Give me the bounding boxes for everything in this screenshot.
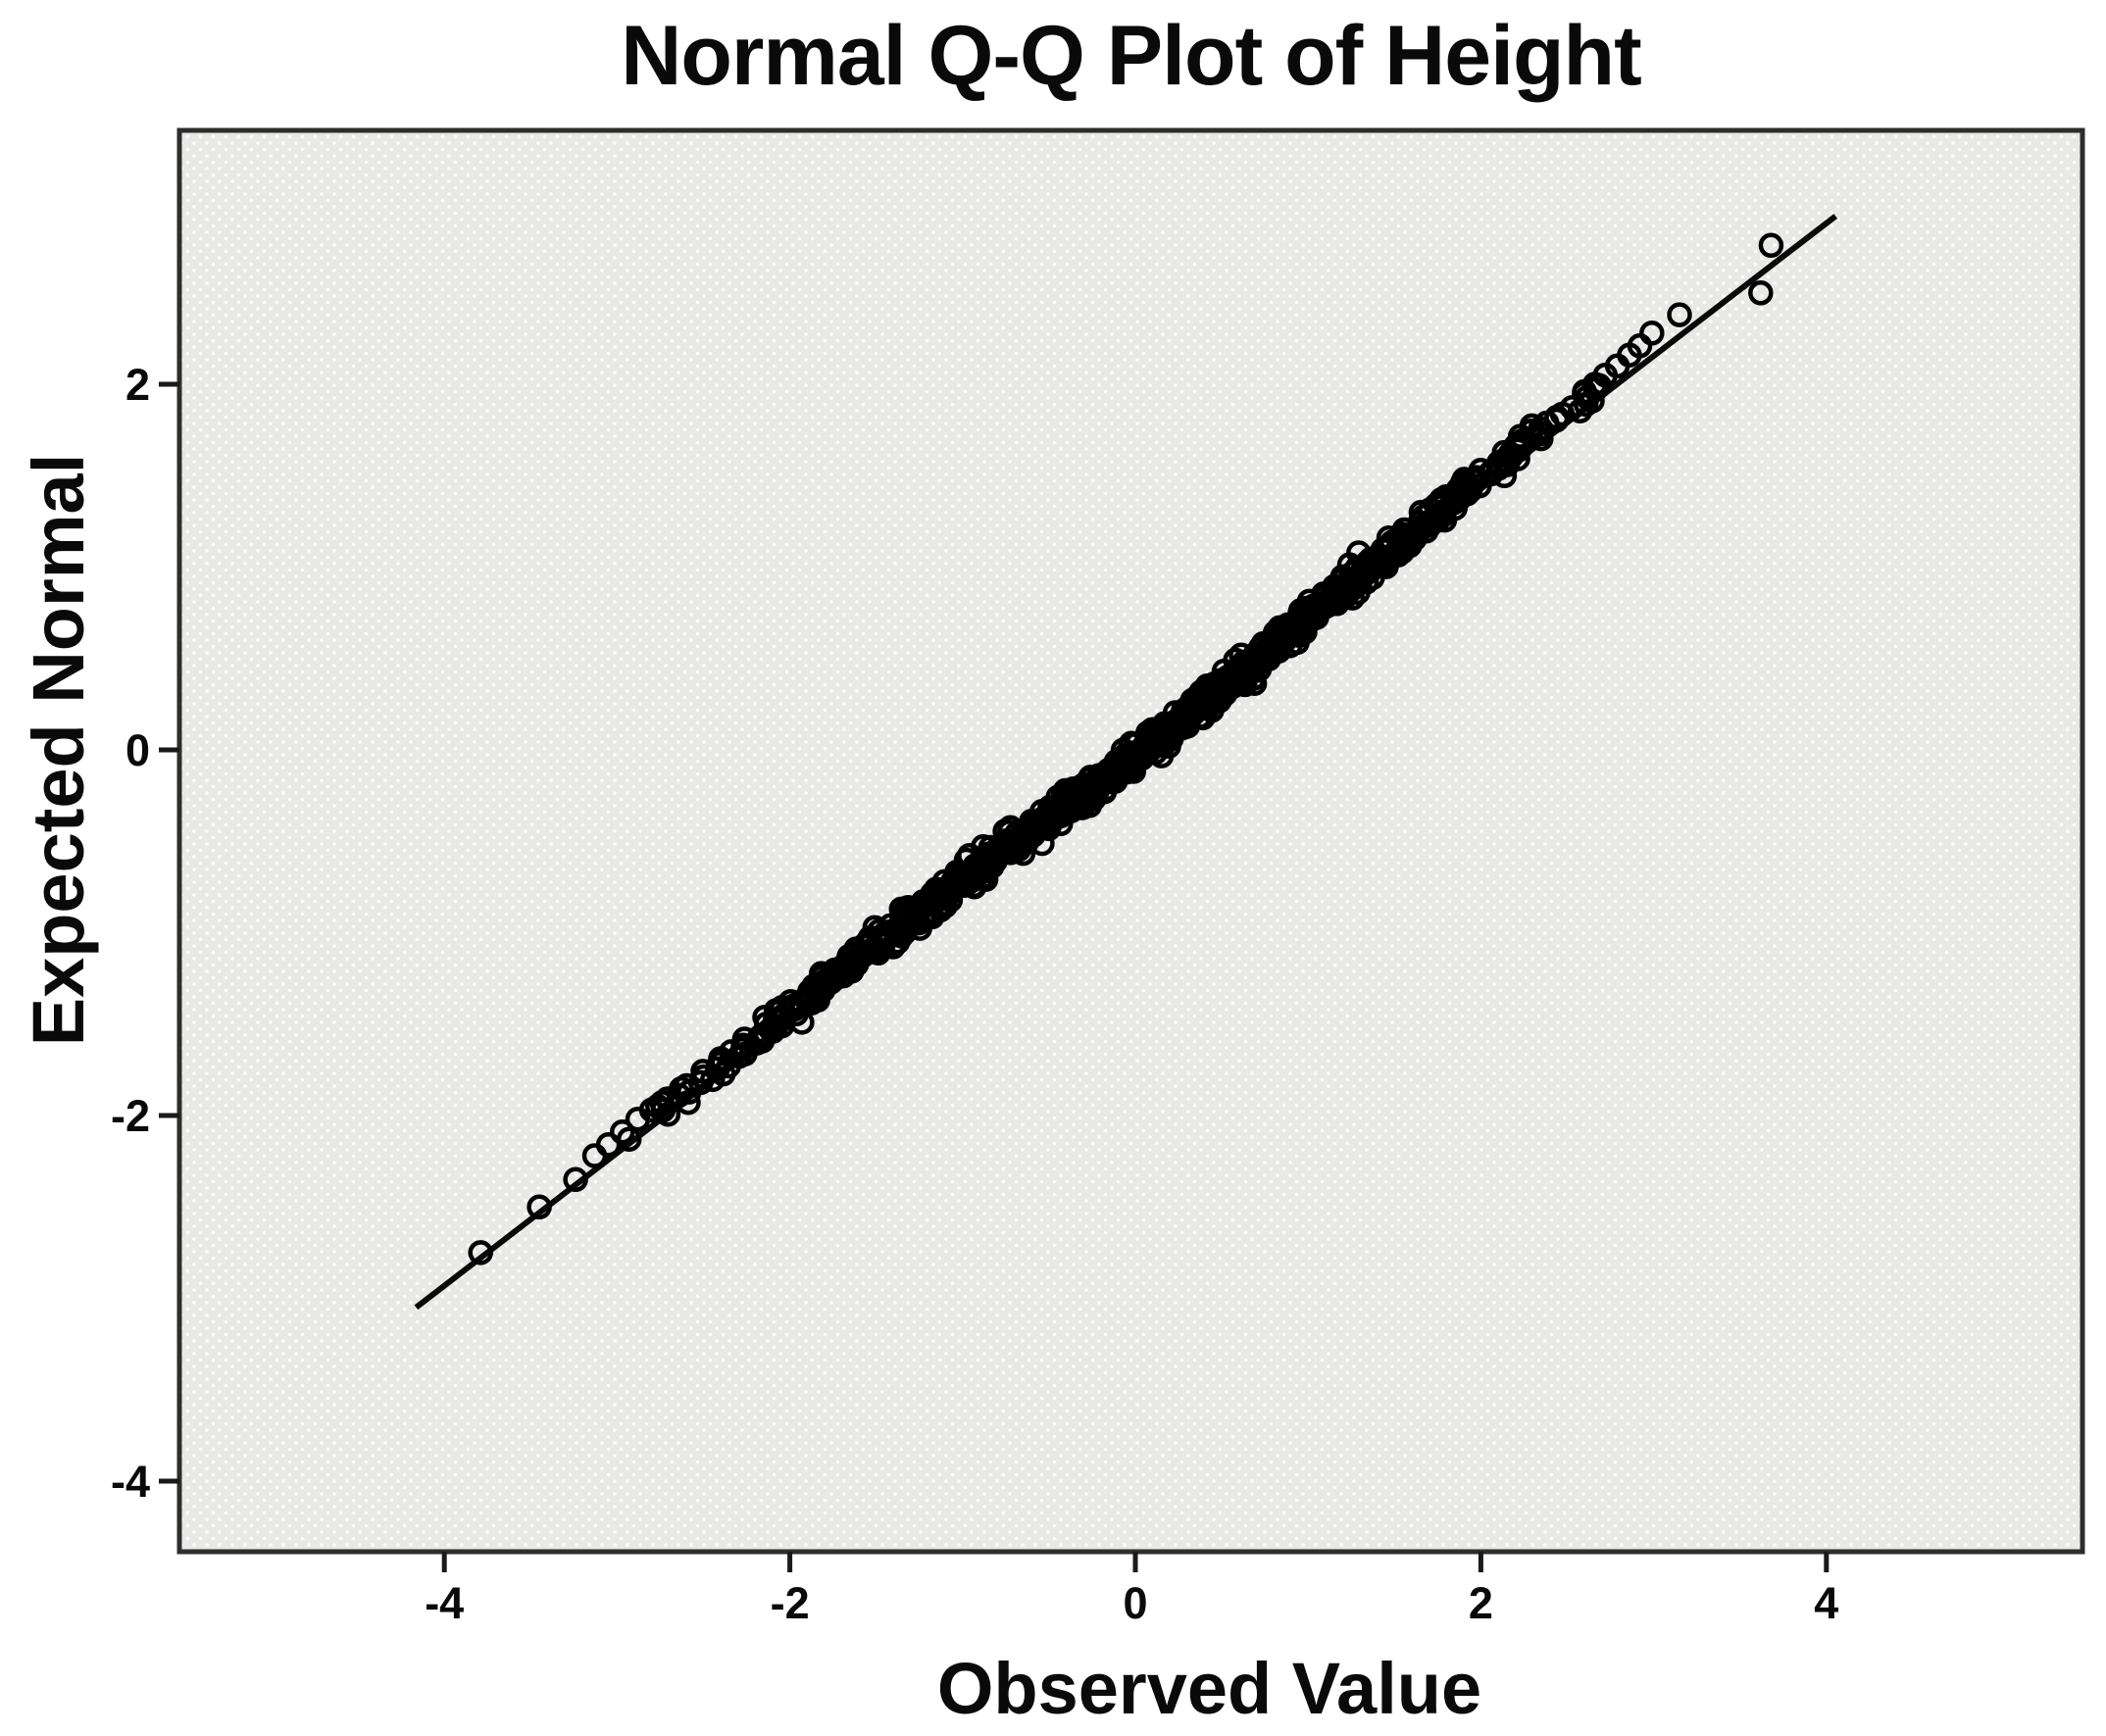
qq-point: [563, 1166, 588, 1193]
x-tick-label: 4: [1814, 1578, 1838, 1628]
qq-point: [616, 1126, 642, 1152]
plot-background: [176, 127, 2085, 1555]
y-tick-label: 0: [125, 725, 150, 775]
qq-point: [1667, 302, 1692, 327]
y-tick-label: -4: [111, 1457, 150, 1507]
y-tick-label: 2: [125, 360, 150, 410]
qq-point: [1748, 280, 1774, 306]
x-tick-label: 2: [1469, 1578, 1493, 1628]
x-tick-label: 0: [1123, 1578, 1147, 1628]
chart-title: Normal Q-Q Plot of Height: [621, 9, 1641, 103]
qq-point: [808, 961, 834, 986]
x-axis-title: Observed Value: [936, 1648, 1482, 1729]
qq-point: [1519, 413, 1545, 439]
qq-point: [609, 1119, 635, 1145]
qq-point: [649, 1090, 675, 1116]
x-axis-ticks: -4 -2 0 2 4: [425, 1552, 1838, 1628]
qq-point: [1346, 540, 1372, 566]
scatter-points: [468, 232, 1784, 1265]
y-tick-label: -2: [111, 1091, 150, 1141]
x-tick-label: -4: [425, 1578, 464, 1628]
qq-point: [862, 915, 888, 940]
qq-point: [1639, 321, 1665, 346]
qq-point: [468, 1240, 493, 1265]
qq-point: [526, 1194, 552, 1220]
x-tick-label: -2: [771, 1578, 810, 1628]
qq-point: [1758, 232, 1784, 259]
y-axis-ticks: 2 0 -2 -4: [111, 360, 179, 1507]
